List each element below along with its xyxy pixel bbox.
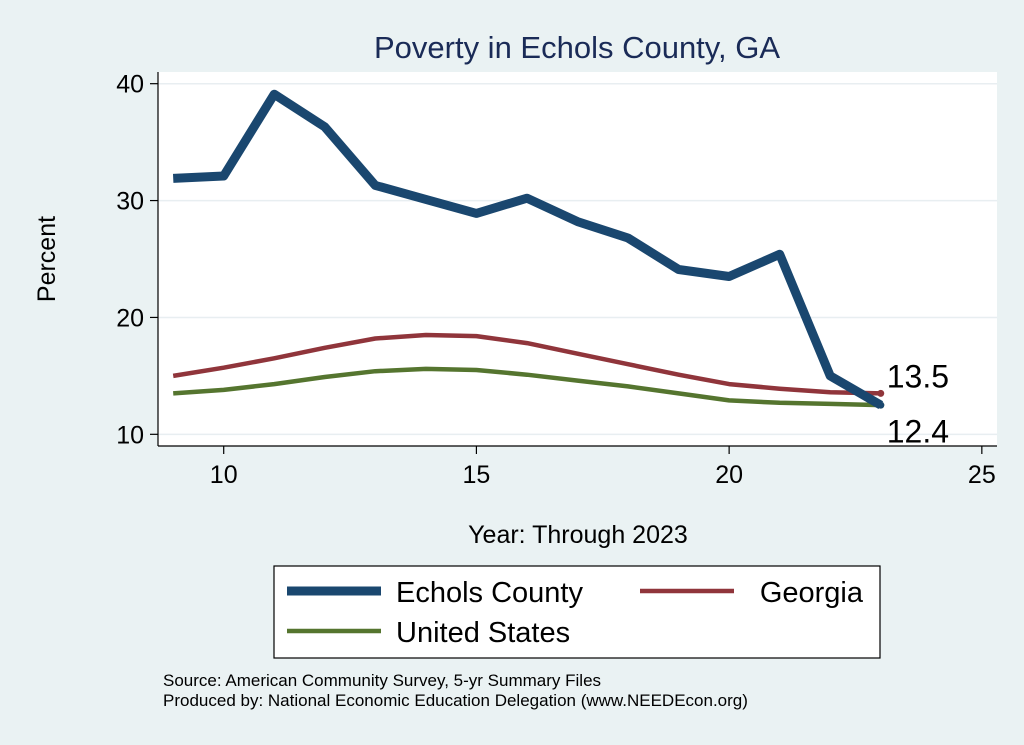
legend-label-georgia: Georgia: [760, 577, 864, 609]
y-tick-label: 40: [116, 71, 144, 99]
end-point-georgia: [877, 389, 885, 397]
x-tick-label: 20: [715, 461, 743, 489]
y-tick-label: 30: [116, 188, 144, 216]
legend-entries: Echols County Georgia United States: [287, 577, 864, 649]
x-tick-label: 15: [463, 461, 491, 489]
end-label-united-states: 12.4: [887, 413, 949, 449]
legend-label-united-states: United States: [396, 617, 570, 649]
series-line-united-states: [173, 366, 881, 408]
producer-note: Produced by: National Economic Education…: [163, 691, 748, 710]
end-label-georgia: 13.5: [887, 358, 949, 394]
y-tick-label: 10: [116, 421, 144, 449]
y-tick-label: 20: [116, 304, 144, 332]
series-line-georgia: [172, 332, 881, 396]
x-tick-label: 25: [968, 461, 996, 489]
axis-ticks: 10 20 30 40 10 15 20 25: [116, 71, 996, 489]
y-axis-title: Percent: [33, 216, 61, 302]
x-tick-label: 10: [210, 461, 238, 489]
chart-title: Poverty in Echols County, GA: [374, 30, 780, 65]
end-point-echols-county: [877, 401, 885, 409]
series-lines: [172, 89, 885, 409]
series-line-echols-county: [172, 89, 884, 409]
x-axis-title: Year: Through 2023: [468, 521, 688, 549]
source-note: Source: American Community Survey, 5-yr …: [163, 671, 602, 690]
end-labels: 13.5 12.4: [887, 358, 949, 449]
plot-area: [158, 72, 997, 446]
legend: [273, 565, 881, 659]
grid-lines: [158, 82, 997, 436]
legend-label-echols-county: Echols County: [396, 577, 583, 609]
